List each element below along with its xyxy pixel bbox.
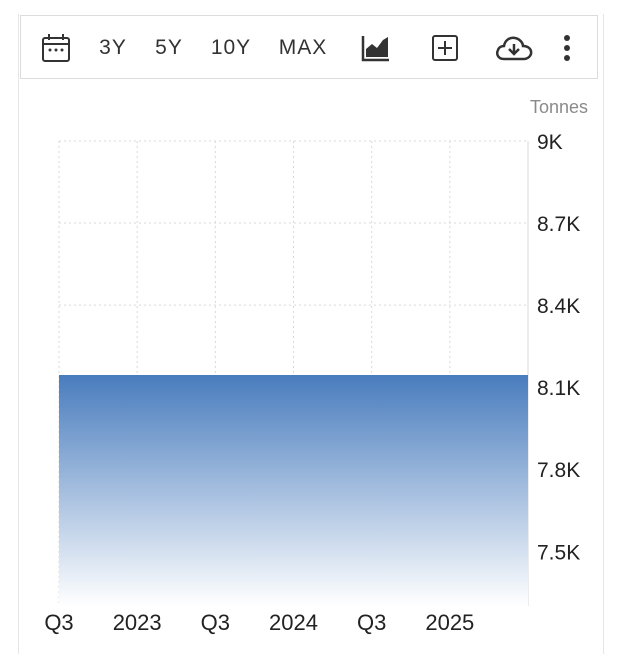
add-box-icon[interactable]: [427, 16, 463, 80]
chart-toolbar: 3Y 5Y 10Y MAX: [20, 15, 598, 79]
chart-frame: [18, 14, 604, 654]
x-tick-label: Q3: [357, 610, 386, 635]
x-tick-label: 2023: [113, 610, 162, 635]
y-tick-label: 9K: [537, 131, 563, 154]
x-tick-label: 2024: [269, 610, 318, 635]
unit-label: Tonnes: [529, 97, 588, 117]
series-area: [59, 375, 528, 606]
x-tick-label: 2025: [425, 610, 474, 635]
range-5y-button[interactable]: 5Y: [155, 36, 183, 59]
y-tick-label: 7.5K: [537, 541, 580, 564]
range-max-button[interactable]: MAX: [278, 36, 328, 59]
y-tick-label: 7.8K: [537, 459, 580, 482]
area-chart-icon[interactable]: [358, 16, 394, 80]
cloud-download-icon[interactable]: [491, 16, 537, 80]
x-tick-label: Q3: [44, 610, 73, 635]
x-tick-label: Q3: [201, 610, 230, 635]
y-tick-label: 8.7K: [537, 213, 580, 236]
more-vertical-icon[interactable]: [557, 16, 577, 80]
y-tick-label: 8.4K: [537, 295, 580, 318]
range-3y-button[interactable]: 3Y: [99, 36, 127, 59]
range-10y-button[interactable]: 10Y: [210, 36, 252, 59]
y-tick-label: 8.1K: [537, 377, 580, 400]
calendar-icon[interactable]: [39, 16, 73, 80]
